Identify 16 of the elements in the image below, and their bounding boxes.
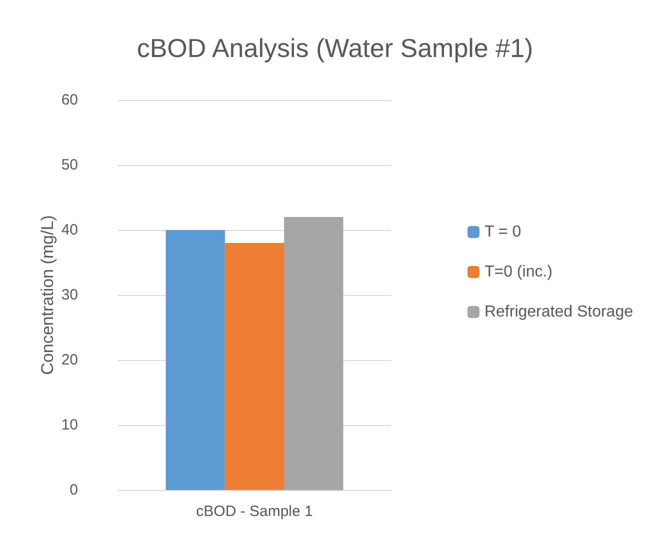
legend-label: Refrigerated Storage bbox=[484, 304, 634, 320]
bar bbox=[224, 243, 284, 490]
y-tick-label: 20 bbox=[61, 352, 78, 368]
legend-label: T=0 (inc.) bbox=[484, 264, 552, 280]
y-axis-title: Concentration (mg/L) bbox=[38, 215, 57, 375]
y-tick-label: 50 bbox=[61, 156, 78, 174]
y-tick-label: 40 bbox=[61, 222, 78, 238]
x-tick-label: cBOD - Sample 1 bbox=[196, 503, 313, 520]
chart-title: cBOD Analysis (Water Sample #1) bbox=[136, 33, 534, 63]
bar bbox=[284, 217, 344, 490]
y-tick-label: 0 bbox=[70, 482, 78, 498]
legend-label: T = 0 bbox=[484, 224, 522, 240]
y-tick-label: 10 bbox=[61, 416, 78, 434]
bar bbox=[166, 230, 225, 490]
y-tick-label: 30 bbox=[61, 286, 78, 304]
y-tick-label: 60 bbox=[61, 92, 78, 108]
